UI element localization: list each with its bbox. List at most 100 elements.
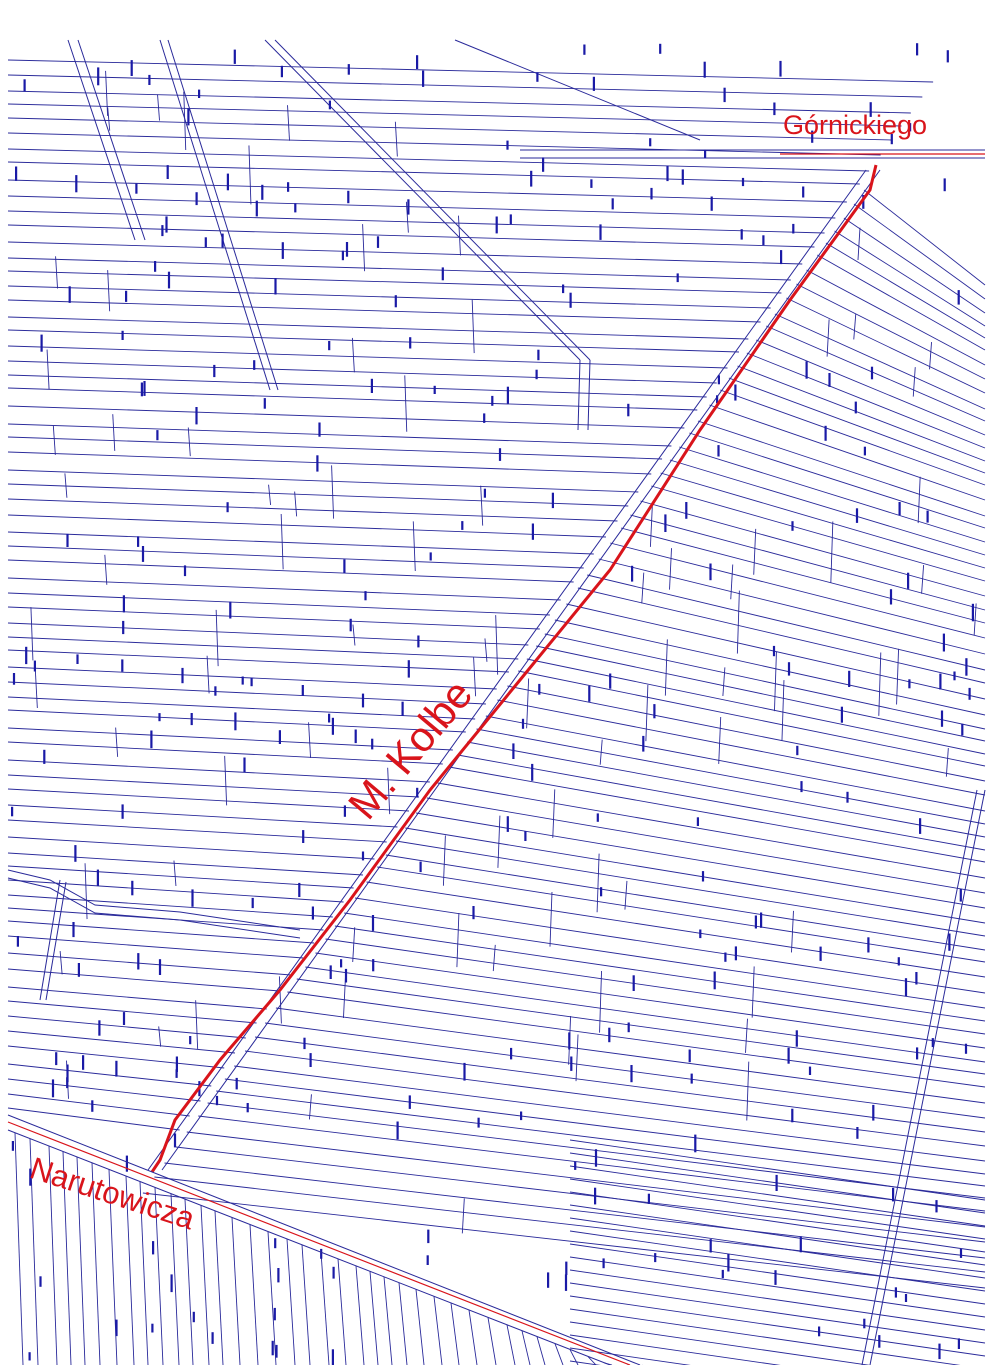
- parcel-number-mark: [39, 1276, 42, 1287]
- parcel-number-mark: [175, 1069, 178, 1078]
- parcel-boundary: [234, 1065, 986, 1162]
- parcel-boundary: [620, 527, 986, 624]
- parcel-number-mark: [599, 224, 602, 240]
- parcel-partition: [294, 491, 298, 517]
- parcel-partition: [492, 944, 496, 972]
- parcel-partition: [412, 521, 416, 571]
- parcel-boundary: [660, 472, 986, 569]
- parcel-boundary: [669, 459, 986, 556]
- parcel-partition: [308, 722, 312, 758]
- parcel-number-mark: [409, 337, 412, 349]
- parcel-boundary: [275, 1007, 986, 1104]
- parcel-number-mark: [773, 102, 776, 116]
- parcel-boundary: [569, 1178, 986, 1240]
- parcel-number-mark: [907, 572, 910, 589]
- parcel-boundary: [817, 254, 986, 351]
- parcel-partition: [405, 201, 409, 233]
- parcel-boundary: [125, 1176, 135, 1365]
- parcel-partition: [224, 755, 228, 806]
- parcel-number-mark: [158, 713, 161, 722]
- parcel-number-mark: [721, 1269, 724, 1279]
- parcel-number-mark: [889, 589, 893, 605]
- parcel-number-mark: [570, 1056, 573, 1071]
- parcel-number-mark: [931, 1038, 934, 1048]
- parcel-boundary: [7, 559, 574, 583]
- parcel-number-mark: [915, 972, 918, 985]
- parcel-number-mark: [311, 906, 314, 920]
- parcel-number-mark: [498, 448, 502, 461]
- parcel-number-mark: [401, 701, 404, 716]
- parcel-boundary: [640, 500, 986, 597]
- parcel-boundary: [569, 1191, 986, 1253]
- parcel-number-mark: [602, 1258, 605, 1269]
- parcel-number-mark: [681, 169, 684, 185]
- parcel-boundary: [7, 148, 870, 172]
- parcel-boundary: [186, 1131, 986, 1228]
- parcel-number-mark: [734, 946, 737, 961]
- parcel-number-mark: [908, 679, 911, 689]
- parcel-boundary: [450, 1303, 460, 1365]
- parcel-boundary: [487, 1317, 497, 1365]
- parcel-boundary: [554, 619, 986, 716]
- parcel-number-mark: [696, 817, 699, 826]
- parcel-number-mark: [303, 1037, 306, 1050]
- parcel-number-mark: [968, 687, 971, 700]
- parcel-boundary: [497, 699, 986, 796]
- parcel-number-mark: [872, 1104, 875, 1121]
- parcel-number-mark: [870, 366, 874, 380]
- parcel-number-mark: [537, 349, 540, 361]
- parcel-partition: [552, 789, 556, 838]
- parcel-boundary: [526, 658, 986, 755]
- parcel-boundary: [610, 542, 986, 639]
- parcel-number-mark: [483, 413, 486, 423]
- parcel-boundary: [774, 313, 986, 410]
- parcel-boundary: [48, 1146, 58, 1365]
- parcel-number-mark: [564, 1274, 568, 1291]
- parcel-number-mark: [55, 1052, 58, 1066]
- parcel-partition: [280, 513, 284, 570]
- parcel-boundary: [7, 709, 466, 733]
- parcel-number-mark: [115, 1319, 118, 1337]
- parcel-partition: [599, 739, 603, 765]
- parcel-number-mark: [775, 1174, 778, 1191]
- parcel-number-mark: [627, 1022, 630, 1033]
- parcel-number-mark: [659, 43, 662, 54]
- parcel-boundary: [7, 592, 550, 616]
- parcel-boundary: [7, 636, 519, 660]
- parcel-boundary: [720, 389, 986, 486]
- parcel-boundary: [7, 774, 420, 798]
- parcel-number-mark: [611, 198, 614, 210]
- parcel-number-mark: [959, 1248, 963, 1258]
- parcel-partition: [115, 727, 119, 757]
- parcel-partition: [105, 70, 109, 116]
- parcel-boundary: [569, 1217, 986, 1279]
- parcel-number-mark: [302, 830, 305, 843]
- parcel-boundary: [536, 645, 986, 742]
- parcel-number-mark: [341, 250, 344, 261]
- parcel-boundary: [7, 285, 771, 309]
- parcel-number-mark: [278, 730, 281, 744]
- parcel-partition: [187, 427, 191, 457]
- parcel-boundary: [7, 103, 902, 127]
- parcel-boundary: [7, 195, 836, 219]
- parcel-boundary: [521, 1330, 531, 1365]
- parcel-number-mark: [805, 361, 808, 379]
- narutowicza-road-edge: [7, 1114, 641, 1365]
- parcel-boundary: [7, 59, 934, 83]
- parcel-boundary: [7, 374, 707, 398]
- parcel-number-mark: [531, 763, 534, 781]
- parcel-number-mark: [150, 730, 153, 749]
- parcel-boundary: [7, 606, 540, 630]
- parcel-number-mark: [938, 1343, 941, 1360]
- parcel-boundary: [7, 161, 860, 185]
- parcel-number-mark: [433, 385, 436, 394]
- parcel-boundary: [265, 1022, 986, 1119]
- parcel-number-mark: [792, 223, 795, 234]
- parcel-boundary: [7, 727, 453, 751]
- parcel-boundary: [569, 1349, 579, 1365]
- parcel-partition: [878, 652, 882, 716]
- parcel-boundary: [7, 179, 847, 203]
- parcel-partition: [751, 966, 755, 1018]
- parcel-partition: [664, 639, 668, 696]
- parcel-number-mark: [441, 267, 444, 281]
